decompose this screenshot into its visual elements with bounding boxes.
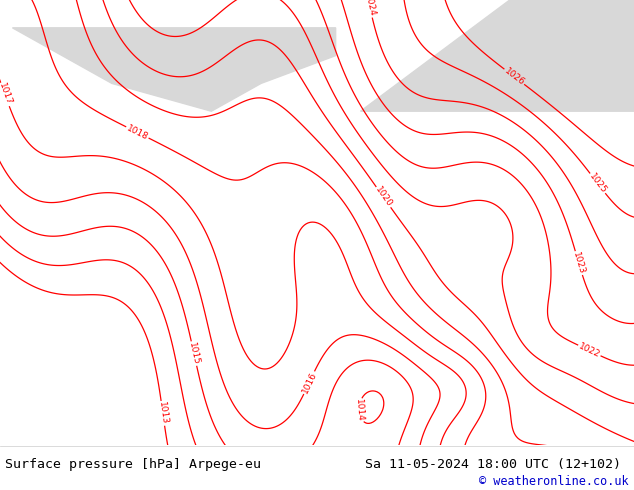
Text: 1023: 1023 bbox=[571, 251, 586, 275]
Text: © weatheronline.co.uk: © weatheronline.co.uk bbox=[479, 475, 629, 488]
Text: 1015: 1015 bbox=[187, 342, 201, 366]
Text: 1013: 1013 bbox=[157, 401, 169, 425]
Text: 1025: 1025 bbox=[587, 172, 608, 195]
Text: Sa 11-05-2024 18:00 UTC (12+102): Sa 11-05-2024 18:00 UTC (12+102) bbox=[365, 459, 621, 471]
Text: 1024: 1024 bbox=[363, 0, 377, 18]
Polygon shape bbox=[361, 0, 634, 111]
Text: 1020: 1020 bbox=[373, 185, 394, 209]
Text: 1017: 1017 bbox=[0, 82, 13, 107]
Text: 1022: 1022 bbox=[577, 342, 602, 360]
Text: 1018: 1018 bbox=[125, 123, 150, 142]
Text: 1026: 1026 bbox=[503, 66, 526, 87]
Text: 1014: 1014 bbox=[354, 398, 365, 422]
Text: Surface pressure [hPa] Arpege-eu: Surface pressure [hPa] Arpege-eu bbox=[5, 459, 261, 471]
Polygon shape bbox=[13, 28, 335, 111]
Text: 1016: 1016 bbox=[300, 370, 318, 395]
